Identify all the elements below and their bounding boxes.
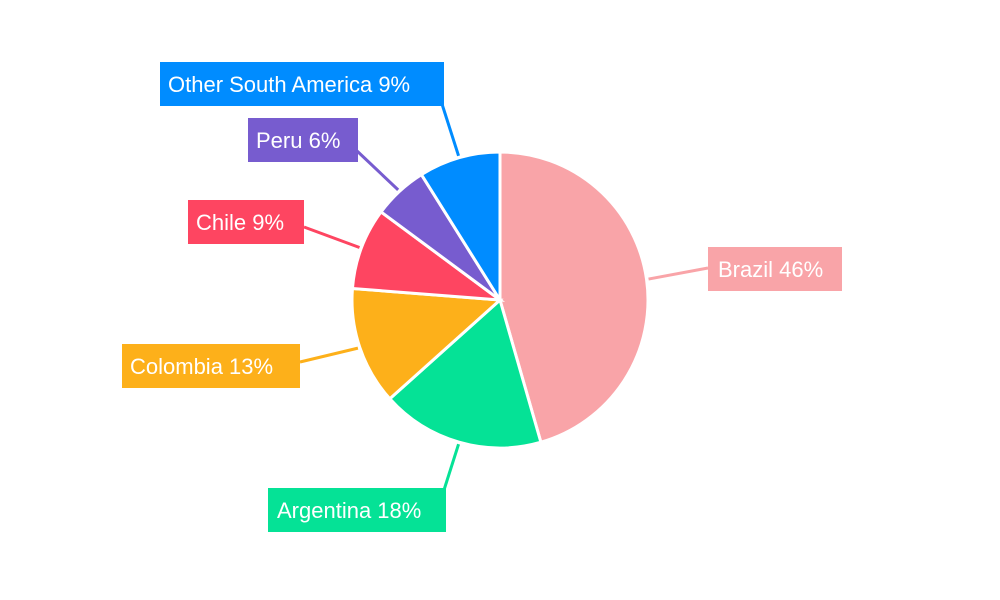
leader-line [440,103,460,157]
label-box [160,62,444,106]
label-text: Peru 6% [256,128,340,153]
label-box [188,200,304,244]
slice-labels: Brazil 46% Argentina 18% Colombia 13% Chile… [122,62,842,532]
leader-line [299,346,359,364]
label-text: Chile 9% [196,210,284,235]
pie-slices [350,150,650,450]
leader-line [303,225,361,249]
slice-label: Chile 9% [188,200,304,244]
leader-line [648,266,709,281]
label-text: Colombia 13% [130,354,273,379]
slice-label: Brazil 46% [708,247,842,291]
pie-slice-other-south-america [419,150,502,306]
label-box [268,488,446,532]
label-text: Brazil 46% [718,257,823,282]
leader-line [354,148,400,191]
pie-slice-colombia [350,286,504,401]
label-box [122,344,300,388]
pie-slice-chile [350,209,506,302]
leader-line [442,443,460,491]
label-text: Other South America 9% [168,72,410,97]
slice-label: Argentina 18% [268,488,446,532]
slice-label: Other South America 9% [160,62,444,106]
label-box [248,118,358,162]
leader-lines [299,103,709,491]
pie-slice-brazil [498,150,650,445]
label-box [708,247,842,291]
slice-label: Peru 6% [248,118,358,162]
slice-label: Colombia 13% [122,344,300,388]
pie-slice-argentina [387,297,543,450]
label-text: Argentina 18% [277,498,421,523]
